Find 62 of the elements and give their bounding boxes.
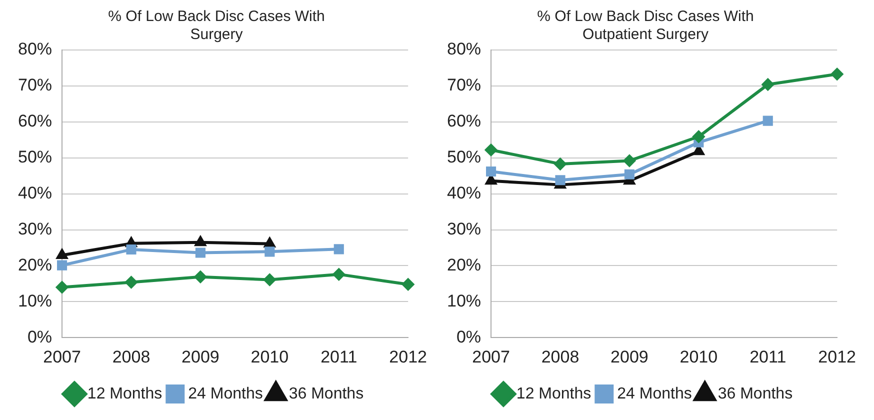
- point: [623, 154, 636, 167]
- legend-label: 24 Months: [617, 385, 692, 402]
- x-tick-label: 2009: [610, 347, 648, 366]
- point: [762, 116, 773, 126]
- legend-label: 12 Months: [87, 385, 162, 402]
- point: [554, 158, 566, 170]
- chart-title: % Of Low Back Disc Cases With Outpatient Surgery: [537, 8, 754, 44]
- point: [56, 260, 68, 270]
- point: [195, 236, 206, 246]
- x-tick-label: 2009: [182, 347, 220, 366]
- y-tick-label: 80%: [18, 40, 52, 59]
- point: [485, 144, 498, 156]
- y-tick-label: 10%: [446, 291, 482, 310]
- point: [762, 78, 774, 91]
- x-tick-label: 2008: [112, 347, 150, 366]
- y-tick-label: 30%: [446, 219, 482, 238]
- x-tick-label: 2011: [750, 347, 786, 366]
- point: [334, 244, 344, 254]
- x-tick-label: 2010: [250, 347, 289, 366]
- point: [555, 175, 566, 186]
- x-tick-label: 2007: [43, 347, 81, 366]
- point: [831, 68, 844, 80]
- chart-title: % Of Low Back Disc Cases With Surgery: [108, 8, 325, 44]
- y-tick-label: 80%: [446, 40, 482, 59]
- y-tick-label: 0%: [27, 327, 52, 346]
- x-tick-label: 2012: [389, 347, 428, 366]
- point: [486, 166, 496, 177]
- legend-label: 36 Months: [718, 385, 793, 402]
- point: [332, 268, 345, 280]
- point: [402, 278, 414, 290]
- point: [126, 244, 136, 255]
- legend-label: 12 Months: [516, 385, 592, 402]
- y-tick-label: 10%: [18, 291, 52, 310]
- point: [56, 281, 68, 294]
- y-tick-label: 60%: [446, 112, 482, 131]
- point: [624, 169, 634, 180]
- y-tick-label: 20%: [446, 255, 482, 274]
- x-tick-label: 2008: [541, 347, 580, 366]
- point: [56, 249, 68, 260]
- y-tick-label: 70%: [446, 76, 482, 95]
- y-tick-label: 0%: [456, 327, 482, 346]
- point: [692, 130, 705, 143]
- point: [264, 246, 275, 257]
- x-tick-label: 2007: [472, 347, 510, 366]
- y-tick-label: 50%: [446, 148, 482, 167]
- point: [125, 276, 138, 288]
- x-tick-label: 2010: [680, 347, 718, 366]
- point: [194, 270, 206, 283]
- legend-label: 24 Months: [188, 385, 263, 402]
- y-tick-label: 40%: [18, 183, 52, 202]
- legend-label: 36 Months: [288, 385, 364, 402]
- y-tick-label: 40%: [446, 183, 482, 202]
- y-tick-label: 60%: [18, 112, 52, 131]
- y-tick-label: 30%: [18, 219, 52, 238]
- x-tick-label: 2012: [818, 347, 856, 366]
- point: [264, 274, 276, 286]
- y-tick-label: 50%: [18, 148, 52, 167]
- y-tick-label: 70%: [18, 76, 52, 95]
- point: [264, 238, 276, 248]
- point: [195, 248, 206, 258]
- y-tick-label: 20%: [18, 255, 52, 274]
- x-tick-label: 2011: [320, 347, 358, 366]
